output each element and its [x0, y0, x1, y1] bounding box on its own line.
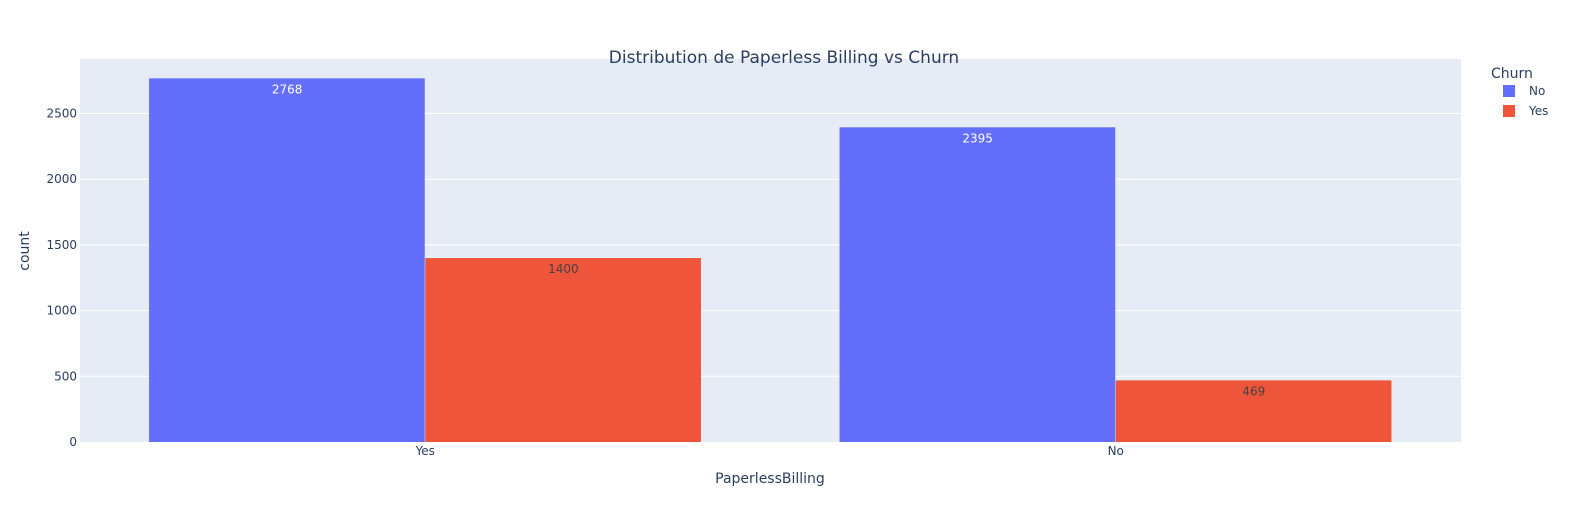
- chart-title: Distribution de Paperless Billing vs Chu…: [609, 48, 959, 68]
- legend-swatch-yes[interactable]: [1503, 105, 1515, 117]
- legend-title: Churn: [1491, 66, 1533, 82]
- y-tick-label: 2500: [46, 107, 77, 121]
- x-axis-title: PaperlessBilling: [715, 471, 825, 487]
- data-label: 469: [1242, 384, 1265, 398]
- y-tick-label: 1500: [46, 238, 77, 252]
- y-tick-label: 1000: [46, 304, 77, 318]
- bar-yes-yes: [425, 258, 701, 442]
- y-tick-label: 2000: [46, 172, 77, 186]
- legend-swatch-no[interactable]: [1503, 85, 1515, 97]
- bar-yes-no: [149, 78, 425, 442]
- data-label: 2768: [272, 82, 303, 96]
- legend-label-yes[interactable]: Yes: [1528, 104, 1548, 118]
- legend: Churn No Yes: [1491, 66, 1548, 118]
- x-tick-label: No: [1108, 444, 1124, 458]
- x-axis-ticks: Yes No: [415, 444, 1124, 458]
- y-tick-label: 0: [69, 435, 77, 449]
- bar-no-no: [839, 127, 1116, 442]
- legend-label-no[interactable]: No: [1529, 84, 1545, 98]
- data-label: 2395: [962, 131, 993, 145]
- y-axis-ticks: 0 500 1000 1500 2000 2500: [46, 107, 77, 449]
- bars: [149, 78, 1392, 442]
- x-tick-label: Yes: [415, 444, 435, 458]
- y-axis-title: count: [17, 231, 33, 271]
- bar-no-yes: [1115, 380, 1392, 442]
- data-labels: 2768 1400 2395 469: [272, 82, 1265, 398]
- data-label: 1400: [548, 262, 579, 276]
- y-tick-label: 500: [54, 369, 77, 383]
